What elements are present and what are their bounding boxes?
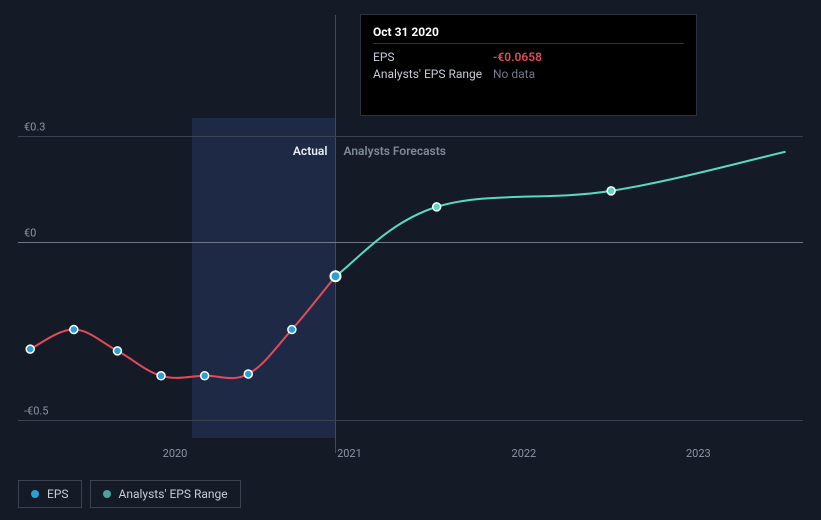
tooltip-row: EPS -€0.0658: [373, 50, 684, 64]
legend-dot-icon: [103, 490, 111, 498]
x-tick-label: 2021: [337, 447, 362, 460]
tooltip: Oct 31 2020 EPS -€0.0658 Analysts' EPS R…: [361, 15, 696, 115]
data-point[interactable]: [433, 203, 441, 211]
tooltip-row: Analysts' EPS Range No data: [373, 67, 684, 81]
x-tick-label: 2022: [512, 447, 537, 460]
chart-svg: [18, 118, 803, 438]
x-tick-label: 2023: [686, 447, 711, 460]
data-point[interactable]: [607, 187, 615, 195]
legend: EPS Analysts' EPS Range: [18, 480, 241, 508]
chart[interactable]: €0.3€0-€0.52020202120222023ActualAnalyst…: [18, 118, 803, 438]
data-point[interactable]: [288, 326, 296, 334]
data-point[interactable]: [70, 326, 78, 334]
legend-dot-icon: [31, 490, 39, 498]
tooltip-value: No data: [493, 67, 535, 81]
data-point[interactable]: [113, 347, 121, 355]
series-line-eps_forecast: [335, 152, 785, 276]
tooltip-title: Oct 31 2020: [373, 25, 684, 44]
highlight-point[interactable]: [330, 271, 340, 281]
legend-item-eps[interactable]: EPS: [18, 480, 82, 508]
legend-label: EPS: [47, 487, 69, 501]
data-point[interactable]: [201, 372, 209, 380]
data-point[interactable]: [157, 372, 165, 380]
tooltip-key: Analysts' EPS Range: [373, 67, 493, 81]
tooltip-value: -€0.0658: [493, 50, 542, 64]
x-tick-label: 2020: [163, 447, 188, 460]
data-point[interactable]: [26, 345, 34, 353]
legend-label: Analysts' EPS Range: [119, 487, 228, 501]
data-point[interactable]: [244, 370, 252, 378]
tooltip-key: EPS: [373, 50, 493, 64]
legend-item-eps-range[interactable]: Analysts' EPS Range: [90, 480, 241, 508]
